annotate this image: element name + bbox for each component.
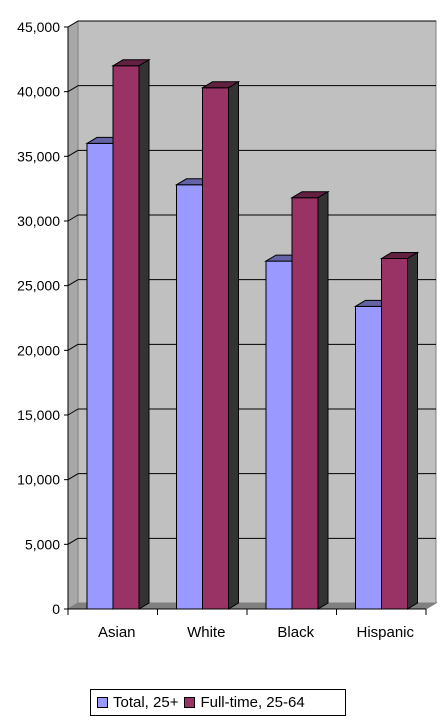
x-tick-label: Hispanic <box>356 624 414 641</box>
gridline-side <box>67 473 79 481</box>
y-tick-label: 5,000 <box>25 536 60 552</box>
gridline-side <box>67 279 79 287</box>
bar <box>291 197 319 610</box>
y-tick-label: 45,000 <box>17 19 60 35</box>
legend-item-total: Total, 25+ <box>97 694 178 711</box>
x-tick-label: Asian <box>98 624 136 641</box>
bar <box>86 142 114 610</box>
x-tick-label: Black <box>277 624 314 641</box>
x-tick-label: White <box>187 624 225 641</box>
gridline-side <box>67 214 79 222</box>
y-tick-label: 10,000 <box>17 472 60 488</box>
legend-label-total: Total, 25+ <box>113 694 179 711</box>
y-tick-label: 15,000 <box>17 407 60 423</box>
bar <box>355 305 382 610</box>
bar-chart: 0 5,000 10,000 15,000 20,000 25,000 30,000 35,0… <box>17 19 438 641</box>
y-tick-label: 40,000 <box>17 84 60 100</box>
bar <box>381 258 408 610</box>
bar <box>176 184 203 610</box>
bar <box>112 65 140 610</box>
plot-side-wall <box>67 20 79 610</box>
bar <box>202 87 229 610</box>
gridline-side <box>67 85 79 93</box>
y-tick-label: 35,000 <box>17 148 60 164</box>
gridline-side <box>67 343 79 351</box>
legend-label-fulltime: Full-time, 25-64 <box>200 694 305 711</box>
y-tick-label: 20,000 <box>17 342 60 358</box>
bar-side-face <box>317 190 329 610</box>
y-tick-label: 0 <box>52 601 60 617</box>
chart-legend: Total, 25+ Full-time, 25-64 <box>90 689 346 716</box>
bar <box>265 260 293 610</box>
gridline-side <box>67 408 79 416</box>
y-tick-label: 25,000 <box>17 278 60 294</box>
bar-side-face <box>228 80 239 610</box>
legend-swatch-fulltime <box>184 697 196 708</box>
bar-side-face <box>138 58 150 610</box>
bar-side-face <box>407 251 418 610</box>
y-tick-label: 30,000 <box>17 213 60 229</box>
gridline-side <box>67 537 79 545</box>
legend-item-fulltime: Full-time, 25-64 <box>184 694 305 711</box>
gridline-side <box>67 20 79 28</box>
legend-swatch-total <box>97 697 108 708</box>
gridline-side <box>67 149 79 157</box>
